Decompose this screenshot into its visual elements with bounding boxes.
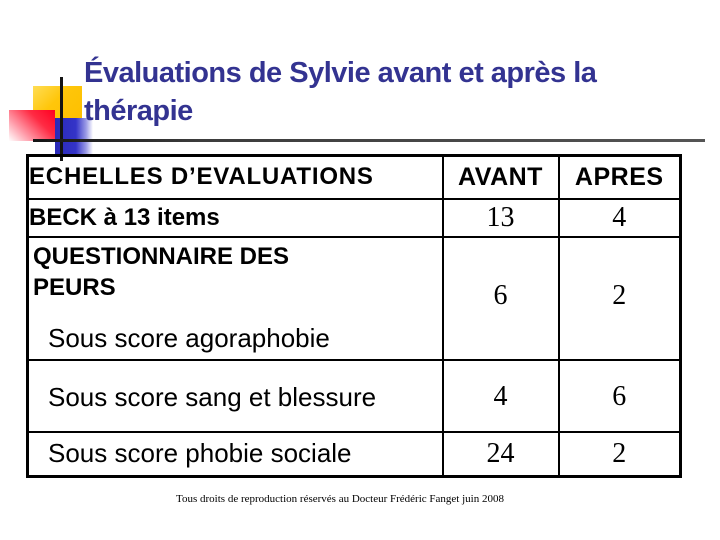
copyright-footer: Tous droits de reproduction réservés au … [176, 493, 504, 505]
decoration-red-gradient-square [9, 110, 55, 141]
slide-title-line2: thérapie [84, 95, 193, 127]
sub-label-agoraphobie: Sous score agoraphobie [48, 322, 330, 353]
questionnaire-cell: QUESTIONNAIRE DES PEURS Sous score agora… [30, 239, 441, 358]
slide-title: Évaluations de Sylvie avant et après la … [84, 54, 597, 130]
table-row-beck: BECK à 13 items 13 4 [26, 197, 682, 238]
phobie-avant-value: 24 [441, 430, 560, 478]
header-apres: APRES [557, 154, 682, 200]
row-label-beck: BECK à 13 items [26, 197, 444, 238]
sang-avant-value: 4 [441, 358, 560, 433]
header-avant: AVANT [441, 154, 560, 200]
agoraphobie-avant-value: 6 [441, 235, 560, 361]
header-scales: ECHELLES D’EVALUATIONS [26, 154, 444, 200]
table-row-questionnaire: QUESTIONNAIRE DES PEURS Sous score agora… [26, 235, 682, 361]
row-label-sang-blessure: Sous score sang et blessure [26, 358, 444, 433]
phobie-apres-value: 2 [557, 430, 682, 478]
evaluation-table: ECHELLES D’EVALUATIONS AVANT APRES BECK … [26, 154, 682, 478]
group-title-questionnaire-des-peurs: QUESTIONNAIRE DES PEURS [33, 242, 290, 301]
agoraphobie-apres-value: 2 [557, 235, 682, 361]
row-label-questionnaire: QUESTIONNAIRE DES PEURS Sous score agora… [26, 235, 444, 361]
slide-title-line1: Évaluations de Sylvie avant et après la [84, 57, 597, 89]
beck-apres-value: 4 [557, 197, 682, 238]
title-underline [33, 139, 705, 142]
table-header-row: ECHELLES D’EVALUATIONS AVANT APRES [26, 154, 682, 200]
sang-apres-value: 6 [557, 358, 682, 433]
beck-avant-value: 13 [441, 197, 560, 238]
evaluation-table-wrapper: ECHELLES D’EVALUATIONS AVANT APRES BECK … [26, 154, 682, 478]
decoration-vertical-line [60, 77, 63, 161]
table-row-phobie-sociale: Sous score phobie sociale 24 2 [26, 430, 682, 478]
table-row-sang-blessure: Sous score sang et blessure 4 6 [26, 358, 682, 433]
row-label-phobie-sociale: Sous score phobie sociale [26, 430, 444, 478]
